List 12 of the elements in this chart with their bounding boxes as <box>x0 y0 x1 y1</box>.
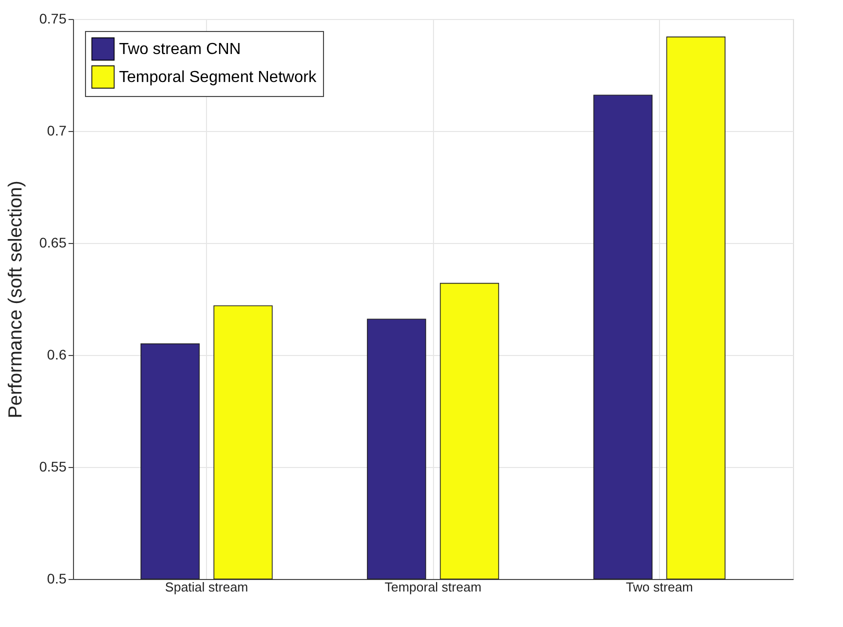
y-tick-label: 0.75 <box>39 10 67 26</box>
y-tick-label: 0.65 <box>39 234 67 250</box>
y-tick-label: 0.6 <box>47 346 67 362</box>
y-tick-label: 0.5 <box>47 570 67 586</box>
legend-label: Two stream CNN <box>119 41 241 58</box>
x-tick-label: Spatial stream <box>165 580 248 594</box>
y-tick-label: 0.55 <box>39 458 67 474</box>
legend-label: Temporal Segment Network <box>119 69 318 86</box>
x-tick-label: Two stream <box>626 580 694 594</box>
y-tick-label: 0.7 <box>47 122 67 138</box>
x-tick-label: Temporal stream <box>384 580 482 594</box>
y-axis-title: Performance (soft selection) <box>5 180 26 418</box>
